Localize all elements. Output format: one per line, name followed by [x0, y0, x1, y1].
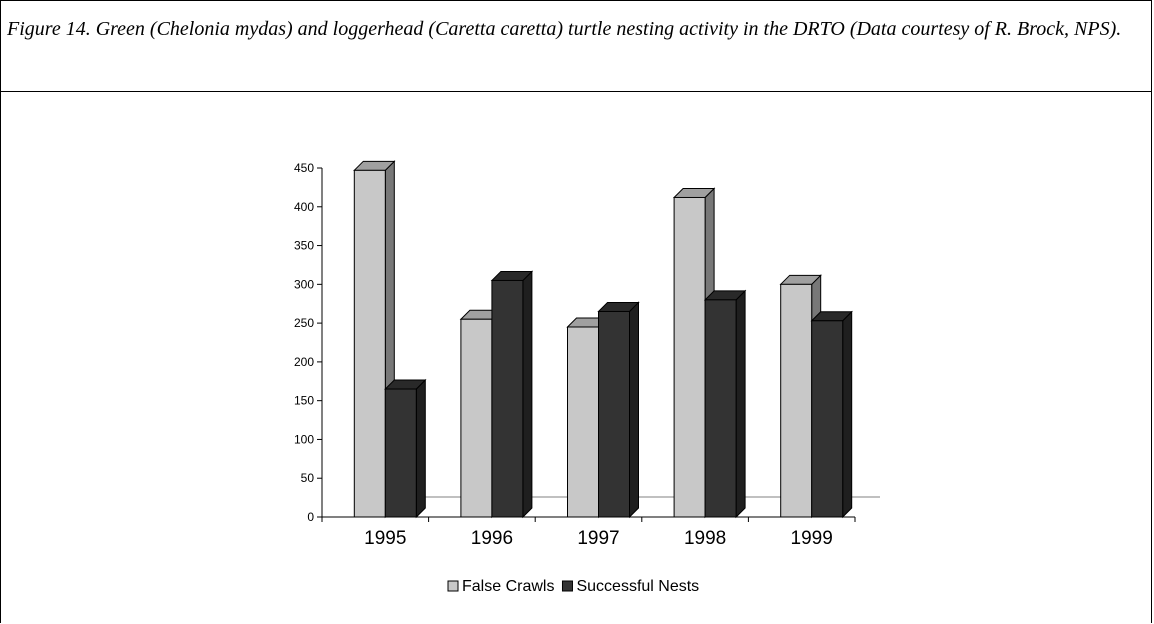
y-tick-label: 0 — [307, 510, 314, 524]
x-tick-label: 1996 — [471, 528, 513, 549]
bar — [353, 169, 386, 518]
y-tick-label: 400 — [294, 200, 314, 214]
bar — [673, 196, 706, 518]
bar-side — [415, 378, 426, 519]
bar — [491, 279, 524, 518]
y-tick-label: 250 — [294, 316, 314, 330]
y-tick-label: 300 — [294, 277, 314, 291]
y-tick-label: 150 — [294, 394, 314, 408]
legend-swatch — [447, 580, 459, 592]
x-tick-label: 1998 — [684, 528, 726, 549]
x-tick-label: 1999 — [791, 528, 833, 549]
x-tick-label: 1995 — [364, 528, 406, 549]
legend-swatch — [561, 580, 573, 592]
bar-side — [735, 289, 746, 519]
bar — [460, 318, 493, 518]
legend-label: False Crawls — [462, 578, 554, 595]
bar — [704, 299, 737, 518]
caption: Figure 14. Green (Chelonia mydas) and lo… — [7, 18, 1122, 40]
bar — [384, 388, 417, 518]
y-tick-label: 100 — [294, 432, 314, 446]
bar — [598, 310, 630, 518]
bar-side — [842, 310, 853, 519]
legend-label: Successful Nests — [576, 578, 699, 595]
bar-side — [522, 270, 533, 519]
x-tick-label: 1997 — [577, 528, 619, 549]
y-tick-label: 450 — [294, 161, 314, 175]
y-tick-label: 350 — [294, 239, 314, 253]
separator — [1, 91, 1151, 92]
y-tick-label: 50 — [301, 471, 315, 485]
bar — [811, 320, 844, 518]
bar — [780, 283, 813, 518]
bar — [567, 326, 599, 518]
bar-side — [629, 301, 639, 519]
y-tick-label: 200 — [294, 355, 314, 369]
